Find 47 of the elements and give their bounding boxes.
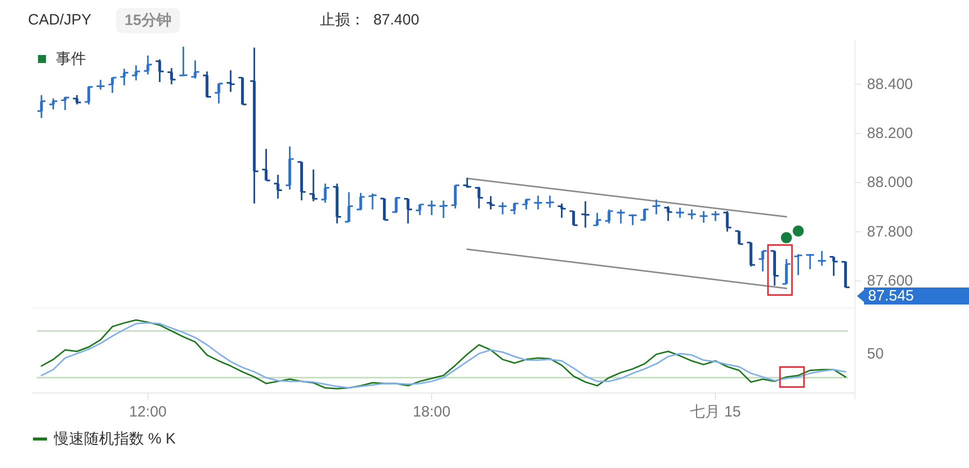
x-tick-label: 七月 15 — [690, 404, 741, 420]
y-tick-label: 88.400 — [867, 76, 913, 93]
y-tick-label: 88.000 — [867, 174, 913, 192]
candlestick — [404, 198, 412, 224]
candlestick — [214, 82, 223, 104]
candlestick — [474, 186, 483, 210]
candlestick — [735, 230, 744, 245]
candlestick — [168, 67, 176, 86]
candlestick — [61, 96, 70, 111]
candlestick — [758, 250, 767, 272]
candlestick — [428, 200, 436, 216]
candlestick — [144, 54, 152, 76]
candlestick — [274, 174, 282, 200]
candlestick — [746, 242, 755, 268]
candlestick — [156, 58, 164, 83]
candlestick — [191, 60, 200, 80]
candlestick — [84, 85, 93, 106]
candlestick — [72, 94, 81, 106]
candlestick — [522, 198, 530, 210]
candlestick — [392, 196, 400, 214]
candlestick — [203, 70, 212, 98]
y-tick-label: 87.800 — [867, 223, 913, 240]
chart-title: CAD/JPY — [28, 12, 92, 28]
candlestick — [262, 148, 270, 182]
legend-label: 事件 — [56, 50, 86, 68]
text: 50 — [867, 346, 884, 362]
y-tick-label: 87.600 — [867, 272, 913, 290]
chart-subtitle: 15分钟 — [124, 12, 172, 29]
legend-label: 慢速随机指数 % K — [53, 430, 176, 448]
candlestick — [570, 210, 578, 226]
x-tick-label: 18:00 — [412, 404, 450, 420]
candlestick — [510, 202, 518, 216]
candlestick — [108, 76, 116, 94]
candlestick — [132, 64, 140, 82]
candlestick — [700, 210, 708, 224]
candlestick — [380, 198, 388, 221]
candlestick — [37, 94, 46, 119]
y-tick-label: 88.200 — [867, 124, 913, 142]
x-tick-label: 12:00 — [129, 404, 167, 420]
text: 87.545 — [868, 288, 914, 304]
candlestick — [605, 208, 614, 224]
text: 止损： 87.400 — [320, 12, 420, 28]
candlestick — [309, 168, 318, 202]
candlestick — [782, 258, 790, 285]
candlestick — [640, 208, 649, 222]
candlestick — [593, 212, 602, 226]
candlestick — [344, 191, 353, 222]
